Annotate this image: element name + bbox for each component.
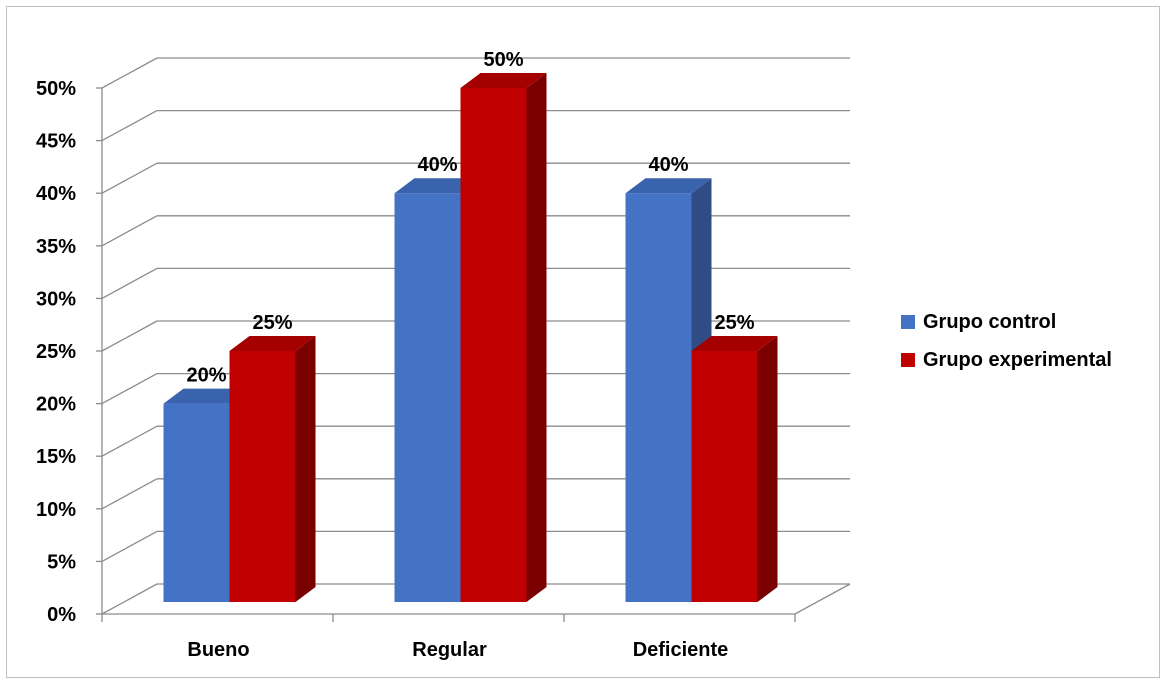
data-label-regular-experimental: 50%: [483, 49, 523, 71]
category-label-deficiente: Deficiente: [633, 639, 729, 661]
gridline-diagonal: [101, 57, 158, 89]
bar-regular-control-top: [394, 178, 481, 194]
gridline-diagonal: [101, 110, 158, 142]
bar-bueno-experimental: [229, 351, 296, 602]
bar-deficiente-experimental: [691, 351, 758, 602]
y-tick-label: 5%: [47, 551, 76, 573]
y-tick-label: 30%: [36, 288, 76, 310]
chart-data-labels: 20% 25% 40% 50% 40% 25%: [186, 49, 754, 387]
chart-axes: [96, 87, 851, 622]
legend-swatch-grupo-control: [901, 315, 915, 329]
gridline-diagonal: [101, 215, 158, 247]
bar-bueno-experimental-top: [229, 336, 316, 351]
category-label-bueno: Bueno: [187, 639, 249, 661]
bar-bueno-experimental-side: [295, 336, 316, 602]
bar-regular-control: [394, 193, 461, 602]
gridline-diagonal: [101, 583, 158, 615]
legend-item-grupo-control: Grupo control: [901, 310, 1112, 334]
bar-bueno-control-top: [163, 388, 250, 404]
gridline-diagonal: [101, 320, 158, 352]
data-label-bueno-control: 20%: [186, 365, 226, 387]
bar-deficiente-experimental-side: [757, 336, 778, 602]
data-label-bueno-experimental: 25%: [252, 312, 292, 334]
legend-swatch-grupo-experimental: [901, 353, 915, 367]
bar-regular-experimental-side: [526, 73, 547, 602]
bar-deficiente-control: [625, 193, 692, 602]
legend-label-grupo-control: Grupo control: [923, 310, 1057, 333]
gridline-diagonal: [101, 478, 158, 510]
x-axis-category-labels: Bueno Regular Deficiente: [187, 639, 728, 661]
y-tick-label: 20%: [36, 394, 76, 416]
bar-regular-experimental: [460, 88, 527, 602]
gridline-diagonal: [101, 162, 158, 194]
legend-label-grupo-experimental: Grupo experimental: [923, 348, 1112, 371]
y-tick-label: 35%: [36, 236, 76, 258]
bar-regular-experimental-top: [460, 73, 547, 88]
y-axis-tick-labels: 0% 5% 10% 15% 20% 25% 30% 35% 40% 45% 50%: [36, 78, 76, 626]
gridline-diagonal: [101, 267, 158, 299]
gridline-diagonal: [101, 425, 158, 457]
chart-legend: Grupo control Grupo experimental: [901, 310, 1112, 386]
y-tick-label: 25%: [36, 341, 76, 363]
y-tick-label: 50%: [36, 78, 76, 100]
y-tick-label: 0%: [47, 604, 76, 626]
category-label-regular: Regular: [412, 639, 487, 661]
bar-bueno-control: [163, 403, 230, 602]
y-tick-label: 15%: [36, 446, 76, 468]
gridline-diagonal: [101, 530, 158, 562]
chart-bars: [163, 73, 778, 602]
data-label-regular-control: 40%: [417, 154, 457, 176]
bar-deficiente-experimental-top: [691, 336, 778, 351]
gridline-diagonal: [101, 373, 158, 405]
data-label-deficiente-experimental: 25%: [714, 312, 754, 334]
y-tick-label: 45%: [36, 131, 76, 153]
y-tick-label: 10%: [36, 499, 76, 521]
data-label-deficiente-control: 40%: [648, 154, 688, 176]
y-tick-label: 40%: [36, 183, 76, 205]
bar-deficiente-control-top: [625, 178, 712, 194]
legend-item-grupo-experimental: Grupo experimental: [901, 348, 1112, 372]
